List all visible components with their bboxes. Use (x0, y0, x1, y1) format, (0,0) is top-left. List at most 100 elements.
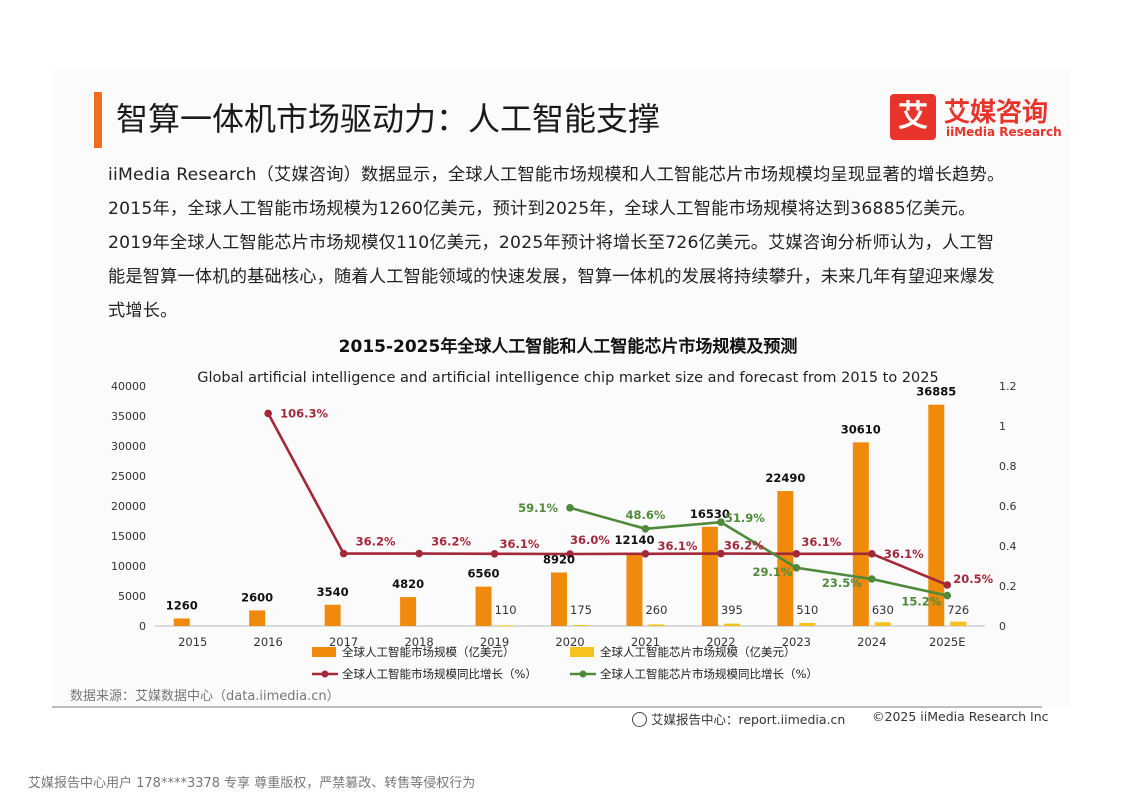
bar-ai-market-label: 2600 (241, 590, 273, 604)
logo-en-text: iiMedia Research (946, 125, 1062, 139)
point-ai-growth (868, 550, 876, 558)
bar-ai-chip (573, 624, 589, 626)
x-tick-label: 2022 (706, 635, 735, 649)
bar-ai-chip-label: 630 (872, 603, 894, 617)
bar-ai-chip-label: 260 (645, 603, 667, 617)
bar-ai-market-label: 8920 (543, 552, 575, 566)
point-chip-growth (792, 564, 801, 572)
bar-ai-chip-label: 726 (947, 603, 969, 617)
x-tick-label: 2025E (929, 635, 966, 649)
bar-ai-market (173, 618, 190, 626)
chart-subtitle: Global artificial intelligence and artif… (197, 370, 939, 386)
bar-ai-chip (874, 622, 891, 626)
x-tick-label: 2024 (857, 635, 886, 649)
chip-growth-label: 48.6% (626, 508, 666, 522)
bar-ai-market-label: 1260 (166, 598, 198, 612)
ai-growth-label: 36.1% (801, 535, 841, 549)
y2-tick-label: 1 (999, 420, 1006, 433)
line-ai-growth (267, 412, 948, 587)
point-ai-growth (264, 409, 272, 418)
y-tick-label: 35000 (111, 410, 146, 423)
report-center-link[interactable]: 艾媒报告中心：report.iimedia.cn (632, 709, 845, 728)
point-ai-growth (717, 549, 725, 558)
bar-ai-chip (950, 621, 967, 626)
ai-growth-label: 36.2% (724, 539, 764, 553)
chip-growth-label: 59.1% (518, 501, 558, 515)
line-chip-growth (569, 506, 948, 597)
y-tick-label: 20000 (111, 500, 146, 513)
bar-ai-market (324, 604, 341, 626)
point-ai-growth (641, 550, 650, 558)
point-ai-growth (792, 550, 801, 558)
y-tick-label: 10000 (111, 560, 146, 573)
point-chip-growth (641, 525, 650, 533)
bar-ai-market (626, 553, 643, 626)
bar-ai-market-label: 4820 (392, 577, 424, 591)
legend-marker (579, 670, 587, 678)
x-tick-label: 2019 (480, 635, 509, 649)
y-tick-label: 0 (139, 620, 146, 633)
bar-ai-chip (648, 624, 665, 626)
ai-growth-label: 36.0% (570, 533, 610, 547)
bar-ai-market-label: 6560 (468, 567, 500, 581)
logo-mark: 艾 (890, 94, 936, 140)
ai-growth-label: 36.2% (356, 535, 396, 549)
point-chip-growth (943, 591, 952, 600)
report-center-text: 艾媒报告中心：report.iimedia.cn (651, 712, 846, 727)
x-tick-label: 2017 (329, 635, 358, 649)
title-accent-bar (94, 92, 102, 148)
chip-growth-label: 15.2% (901, 595, 941, 609)
x-tick-label: 2021 (631, 635, 660, 649)
ai-growth-label: 36.1% (500, 537, 540, 551)
y2-tick-label: 0.8 (999, 460, 1017, 473)
summary-paragraph: iiMedia Research（艾媒咨询）数据显示，全球人工智能市场规模和人工… (108, 165, 1005, 321)
bar-ai-market (400, 597, 417, 626)
chip-growth-label: 51.9% (725, 511, 765, 525)
bar-ai-market (551, 572, 567, 626)
market-size-chart: 2015-2025年全球人工智能和人工智能芯片市场规模及预测 Global ar… (111, 336, 1017, 681)
x-tick-label: 2020 (555, 635, 584, 649)
point-ai-growth (943, 581, 952, 589)
logo-cn-text: 艾媒咨询 (944, 98, 1049, 128)
iimedia-logo: 艾 艾媒咨询 iiMedia Research (890, 94, 1062, 144)
bar-ai-market-label: 36885 (916, 385, 956, 399)
data-source: 数据来源：艾媒数据中心（data.iimedia.cn） (70, 689, 340, 704)
legend-label: 全球人工智能芯片市场规模（亿美元） (600, 645, 796, 659)
x-tick-label: 2023 (782, 635, 811, 649)
y-tick-label: 5000 (118, 590, 146, 603)
legend-label: 全球人工智能芯片市场规模同比增长（%） (600, 667, 818, 681)
bar-ai-market (701, 526, 718, 626)
footer-divider (52, 706, 1042, 708)
point-chip-growth (717, 518, 725, 526)
x-tick-label: 2015 (178, 635, 207, 649)
y-tick-label: 25000 (111, 470, 146, 483)
ai-growth-label: 36.2% (431, 535, 471, 549)
legend-marker (321, 670, 329, 678)
bar-ai-market (928, 404, 945, 626)
legend-label: 全球人工智能市场规模（亿美元） (342, 645, 515, 659)
point-ai-growth (339, 549, 348, 558)
point-chip-growth (868, 575, 876, 583)
legend-label: 全球人工智能市场规模同比增长（%） (342, 667, 537, 681)
legend-swatch (570, 647, 594, 657)
y2-tick-label: 0.6 (999, 500, 1017, 513)
y-tick-label: 15000 (111, 530, 146, 543)
bar-ai-market-label: 3540 (317, 585, 349, 599)
y2-tick-label: 0 (999, 620, 1006, 633)
bar-ai-market-label: 16530 (690, 507, 730, 521)
bar-ai-market-label: 12140 (614, 533, 654, 547)
bar-ai-market-label: 22490 (765, 471, 805, 485)
bar-ai-market-label: 30610 (841, 422, 881, 436)
ai-growth-label: 36.1% (884, 547, 924, 561)
ai-growth-label: 20.5% (953, 572, 993, 586)
chip-growth-label: 29.1% (752, 565, 792, 579)
point-ai-growth (490, 550, 499, 558)
bar-ai-market (777, 491, 794, 626)
page-title: 智算一体机市场驱动力：人工智能支撑 (116, 100, 661, 138)
y2-tick-label: 0.4 (999, 540, 1017, 553)
bar-ai-market (249, 610, 266, 626)
chip-growth-label: 23.5% (822, 576, 862, 590)
y2-tick-label: 1.2 (999, 380, 1017, 393)
legend-swatch (312, 647, 336, 657)
point-ai-growth (566, 550, 574, 558)
